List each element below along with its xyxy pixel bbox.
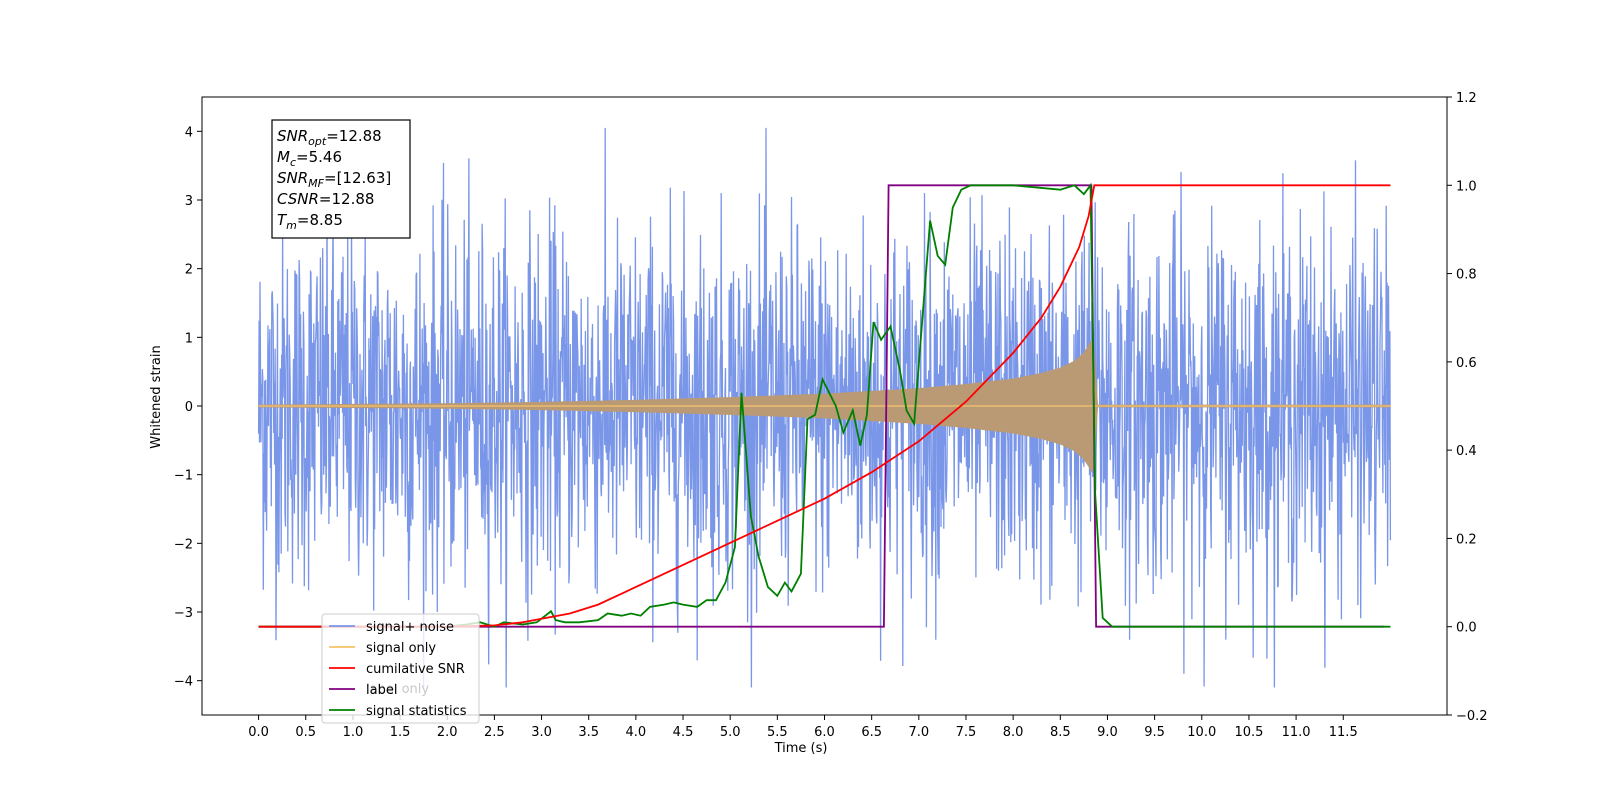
y-axis-label: Whitened strain — [149, 345, 164, 448]
x-tick-label: 5.5 — [767, 725, 788, 740]
x-tick-label: 10.5 — [1234, 725, 1263, 740]
x-tick-label: 6.0 — [814, 725, 835, 740]
y-tick-label: −1 — [174, 469, 193, 484]
y-tick-label: −2 — [174, 537, 193, 552]
legend-item-label: cumilative SNR — [366, 662, 465, 677]
info-line: CSNR=12.88 — [277, 190, 374, 208]
x-tick-label: 8.0 — [1003, 725, 1024, 740]
x-tick-label: 1.5 — [390, 725, 411, 740]
x-tick-label: 9.0 — [1097, 725, 1118, 740]
plot-clip-group — [257, 127, 1392, 688]
y2-tick-label: 0.0 — [1456, 621, 1477, 636]
y2-tick-label: 0.6 — [1456, 356, 1477, 371]
y2-tick-label: 0.8 — [1456, 268, 1477, 283]
info-line: SNRopt=12.88 — [277, 127, 382, 148]
x-tick-label: 9.5 — [1144, 725, 1165, 740]
info-line: Mc=5.46 — [277, 148, 342, 169]
x-tick-label: 7.0 — [908, 725, 929, 740]
legend: label only signal+ noise signal only cumila… — [321, 613, 480, 724]
x-tick-label: 5.0 — [720, 725, 741, 740]
series-signal-noise-line — [257, 127, 1392, 688]
y-tick-label: 3 — [185, 194, 193, 209]
x-axis-label: Time (s) — [774, 741, 828, 756]
y2-tick-label: 0.2 — [1456, 532, 1477, 547]
x-tick-label: 4.5 — [673, 725, 694, 740]
x-tick-label: 4.0 — [626, 725, 647, 740]
series-cumulative-snr-line — [258, 184, 1391, 628]
x-tick-label: 2.5 — [484, 725, 505, 740]
y-tick-label: −4 — [174, 675, 193, 690]
series-signal-statistics-line — [258, 182, 1391, 628]
x-tick-label: 8.5 — [1050, 725, 1071, 740]
info-line: SNRMF=[12.63] — [277, 169, 391, 190]
y-axis-right: 1.2 1.0 0.8 0.6 0.4 0.2 0.0 −0.2 — [1447, 91, 1488, 724]
legend-frame — [321, 613, 480, 724]
x-tick-label: 7.5 — [956, 725, 977, 740]
x-tick-label: 3.0 — [531, 725, 552, 740]
y2-tick-label: 1.0 — [1456, 179, 1477, 194]
legend-item-label: signal statistics — [366, 704, 467, 719]
y2-tick-label: −0.2 — [1456, 709, 1488, 724]
y-tick-label: 0 — [185, 400, 193, 415]
x-tick-label: 11.5 — [1329, 725, 1358, 740]
y-axis-left: 4 3 2 1 0 −1 −2 −3 −4 — [174, 125, 202, 690]
y-tick-label: 2 — [185, 263, 193, 278]
info-box: SNRopt=12.88Mc=5.46SNRMF=[12.63]CSNR=12.… — [271, 119, 411, 239]
legend-item-label: label — [366, 683, 397, 698]
legend-overlapped-text: label only — [366, 682, 429, 697]
x-tick-label: 0.0 — [248, 725, 269, 740]
y-tick-label: −3 — [174, 606, 193, 621]
x-tick-label: 10.0 — [1187, 725, 1216, 740]
info-box-frame — [271, 119, 411, 239]
y2-tick-label: 1.2 — [1456, 91, 1477, 106]
x-tick-label: 1.0 — [343, 725, 364, 740]
x-tick-label: 0.5 — [295, 725, 316, 740]
y-tick-label: 1 — [185, 331, 193, 346]
x-tick-label: 6.5 — [861, 725, 882, 740]
x-tick-label: 11.0 — [1282, 725, 1311, 740]
x-tick-label: 3.5 — [578, 725, 599, 740]
legend-item-label: signal only — [366, 641, 436, 656]
x-tick-label: 2.0 — [437, 725, 458, 740]
y2-tick-label: 0.4 — [1456, 444, 1477, 459]
legend-item-label: signal+ noise — [366, 620, 454, 635]
info-line: Tm=8.85 — [277, 211, 343, 232]
x-axis: 0.0 0.5 1.0 1.5 2.0 2.5 3.0 3.5 4.0 4.5 5.0 5.5 6.0 6… — [248, 715, 1358, 740]
y-tick-label: 4 — [185, 125, 193, 140]
